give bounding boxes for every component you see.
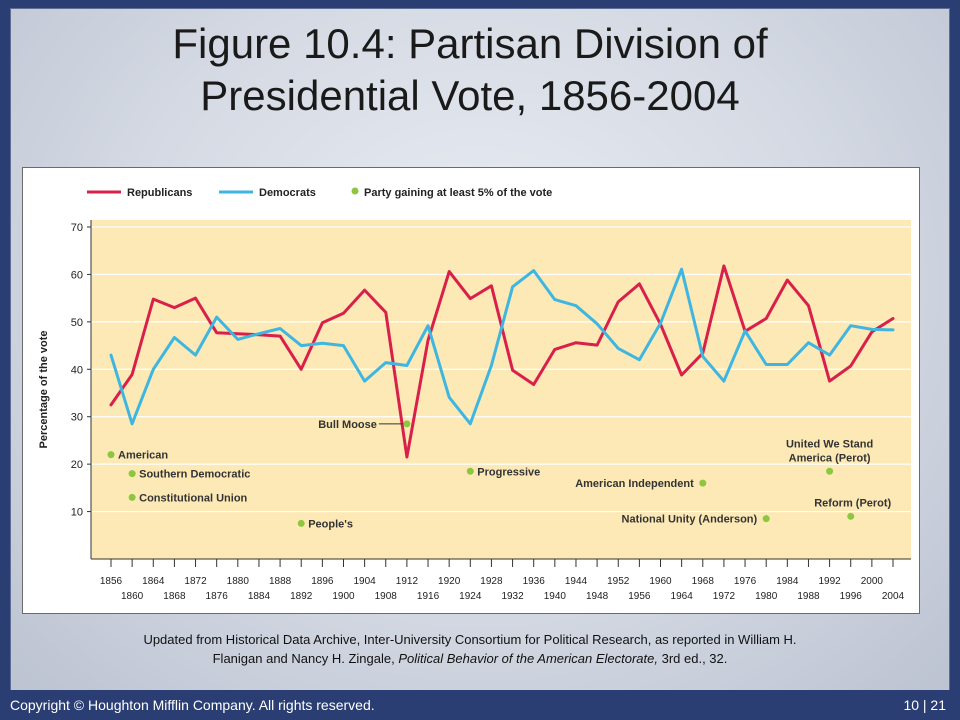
series-line-democrats	[109, 267, 895, 426]
legend-swatch-third-party	[351, 187, 359, 195]
third-party-label: American Independent	[575, 478, 694, 490]
x-tick-label: 1952	[607, 576, 630, 587]
third-party-point	[128, 470, 136, 478]
x-tick-label: 1944	[565, 576, 588, 587]
x-tick-label: 1880	[227, 576, 250, 587]
third-party-label: Southern Democratic	[139, 469, 250, 481]
x-tick-label: 1996	[840, 591, 863, 602]
caption-line-1: Updated from Historical Data Archive, In…	[143, 632, 797, 647]
third-party-label: Constitutional Union	[139, 492, 247, 504]
x-tick-label: 1900	[332, 591, 355, 602]
x-tick-label: 1968	[692, 576, 715, 587]
x-tick-label: 1992	[818, 576, 841, 587]
third-party-point	[699, 479, 707, 487]
third-party-label: American	[118, 450, 168, 462]
caption-text-a: Flanigan and Nancy H. Zingale,	[212, 651, 399, 666]
x-tick-label: 1864	[142, 576, 165, 587]
third-party-label: People's	[308, 518, 353, 530]
x-tick-label: 1956	[628, 591, 651, 602]
x-tick-label: 1904	[353, 576, 376, 587]
third-party-point	[847, 512, 855, 520]
chart-svg: 10 20 30 40 50 60 70 Percentage of the vote 1856…	[38, 187, 911, 602]
copyright-text: Copyright © Houghton Mifflin Company. Al…	[10, 697, 375, 713]
x-tick-label: 1928	[480, 576, 503, 587]
x-tick-label: 1920	[438, 576, 461, 587]
x-tick-label: 1948	[586, 591, 609, 602]
x-tick-label: 1924	[459, 591, 482, 602]
third-party-label: Progressive	[477, 466, 540, 478]
third-party-point	[107, 451, 115, 459]
x-tick-label: 1972	[713, 591, 736, 602]
y-tick-label: 70	[71, 222, 83, 234]
legend-label-republicans: Republicans	[127, 187, 192, 199]
slide-title: Figure 10.4: Partisan Division of Presid…	[20, 18, 920, 122]
y-tick-label: 40	[71, 364, 83, 376]
x-tick-label: 1988	[797, 591, 820, 602]
footer-bar	[0, 690, 960, 720]
x-tick-label: 1936	[523, 576, 546, 587]
x-tick-label: 1888	[269, 576, 292, 587]
y-tick-label: 30	[71, 412, 83, 424]
x-tick-label: 1896	[311, 576, 334, 587]
x-tick-label: 1916	[417, 591, 440, 602]
y-tick-label: 50	[71, 317, 83, 329]
third-party-point	[826, 467, 834, 475]
third-party-label: Bull Moose	[318, 419, 377, 431]
x-tick-label: 1884	[248, 591, 271, 602]
y-tick-label: 10	[71, 507, 83, 519]
third-party-point	[466, 467, 474, 475]
title-line-1: Figure 10.4: Partisan Division of	[172, 20, 768, 67]
x-tick-label: 1984	[776, 576, 799, 587]
page-number: 10 | 21	[903, 697, 946, 713]
y-axis-label: Percentage of the vote	[38, 331, 50, 449]
third-party-point	[128, 493, 136, 501]
plot-background	[91, 220, 911, 559]
third-party-point	[403, 420, 411, 428]
y-tick-label: 20	[71, 459, 83, 471]
chart-container: 10 20 30 40 50 60 70 Percentage of the vote 1856…	[22, 167, 920, 614]
x-tick-label: 2004	[882, 591, 905, 602]
x-tick-label: 1912	[396, 576, 419, 587]
x-tick-label: 1872	[184, 576, 207, 587]
third-party-label: Reform (Perot)	[814, 497, 891, 509]
x-tick-label: 1856	[100, 576, 123, 587]
third-party-label: United We Stand	[786, 438, 873, 450]
x-tick-label: 1860	[121, 591, 144, 602]
x-tick-label: 1960	[649, 576, 672, 587]
x-tick-label: 1964	[671, 591, 694, 602]
x-tick-label: 1908	[375, 591, 398, 602]
x-tick-label: 1976	[734, 576, 757, 587]
x-tick-label: 1892	[290, 591, 313, 602]
y-tick-label: 60	[71, 269, 83, 281]
third-party-label: National Unity (Anderson)	[622, 514, 758, 526]
legend-label-democrats: Democrats	[259, 187, 316, 199]
x-tick-label: 2000	[861, 576, 884, 587]
legend-label-third-party: Party gaining at least 5% of the vote	[364, 187, 552, 199]
third-party-point	[762, 515, 770, 523]
x-tick-label: 1940	[544, 591, 567, 602]
caption-book-title: Political Behavior of the American Elect…	[398, 651, 658, 666]
caption-text-b: 3rd ed., 32.	[657, 651, 728, 666]
x-tick-label: 1876	[206, 591, 229, 602]
title-line-2: Presidential Vote, 1856-2004	[200, 72, 740, 119]
x-tick-label: 1868	[163, 591, 186, 602]
third-party-point	[297, 519, 305, 527]
third-party-label: America (Perot)	[789, 452, 871, 464]
source-caption: Updated from Historical Data Archive, In…	[40, 630, 900, 668]
caption-line-2: Flanigan and Nancy H. Zingale, Political…	[40, 649, 900, 668]
x-tick-label: 1980	[755, 591, 778, 602]
x-tick-label: 1932	[501, 591, 524, 602]
